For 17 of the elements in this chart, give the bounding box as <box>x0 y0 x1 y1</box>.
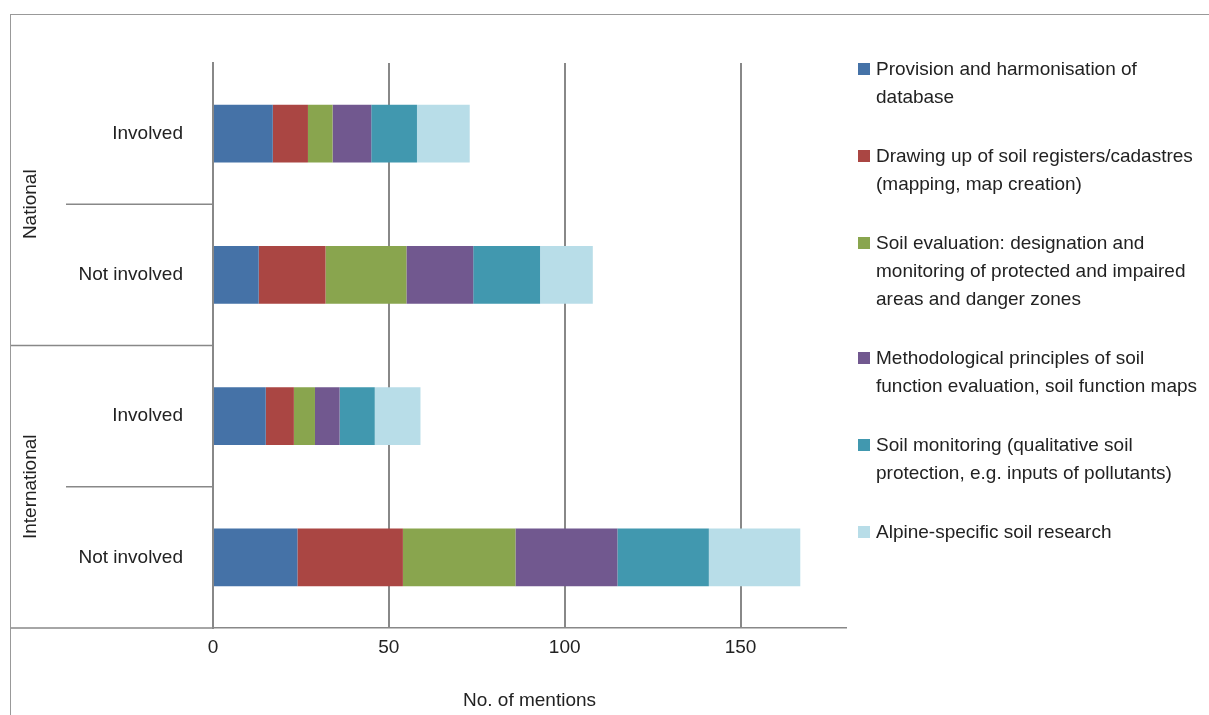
y-tick-label: Involved <box>112 404 183 426</box>
y-tick-label: Not involved <box>78 545 183 567</box>
x-tick-label: 50 <box>378 635 400 657</box>
text: International <box>19 434 41 540</box>
y-tick-label: Involved <box>112 121 183 143</box>
y-tick-label: Not involved <box>78 263 183 285</box>
legend-label: Provision and harmonisation of database <box>876 57 1138 109</box>
legend-label: Alpine-specific soil research <box>876 520 1112 544</box>
legend-label: Soil evaluation: designation and monitoring of protected and impaired areas and danger zones <box>876 231 1187 311</box>
legend-label: Soil monitoring (qualitative soil protection, e.g. inputs of pollutants) <box>876 433 1173 485</box>
text: National <box>19 169 41 240</box>
x-axis-title: No. of mentions <box>462 688 597 710</box>
x-tick-label: 0 <box>207 635 219 657</box>
legend-label: Methodological principles of soil function evaluation, soil function maps <box>876 346 1199 398</box>
x-tick-label: 100 <box>548 635 581 657</box>
legend-label: Drawing up of soil registers/cadastres (mapping, map creation) <box>876 144 1194 196</box>
x-tick-label: 150 <box>724 635 757 657</box>
